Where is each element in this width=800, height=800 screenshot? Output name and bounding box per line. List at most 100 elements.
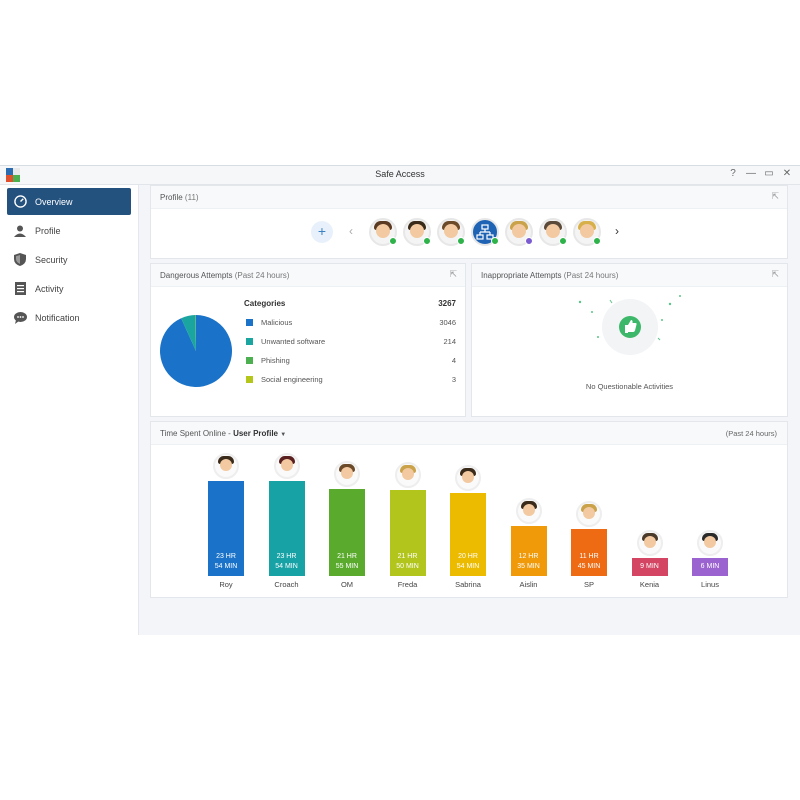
chevron-left-icon[interactable]: ‹ (349, 224, 353, 238)
bar-value-line: 9 MIN (640, 563, 659, 570)
bar-value-label: 11 HR 45 MIN (559, 552, 619, 572)
bar-value-line: 23 HR (216, 553, 236, 560)
expand-icon[interactable]: ⇱ (449, 269, 457, 279)
panel-header: Profile (11) ⇱ (151, 186, 787, 209)
time-bar-chart: 23 HR 54 MIN Roy 23 HR 54 MIN Croach 21 HR 55 M… (151, 422, 787, 597)
category-label: Social engineering (261, 375, 323, 384)
user-avatar[interactable] (576, 501, 602, 528)
sidebar-item-profile[interactable]: Profile (7, 217, 131, 244)
bar-value-line: 54 MIN (456, 563, 480, 570)
chart-bar[interactable] (692, 558, 728, 576)
help-button[interactable]: ? (730, 168, 736, 179)
user-avatar[interactable] (273, 453, 300, 480)
dangerous-period: (Past 24 hours) (234, 271, 290, 280)
user-avatar[interactable] (213, 453, 239, 480)
panel-title: Time Spent Online - User Profile ▼ (160, 429, 286, 438)
bar-value-line: 54 MIN (214, 563, 238, 570)
panel-title: Inappropriate Attempts (Past 24 hours) (481, 271, 618, 280)
profile-count: (11) (184, 193, 199, 202)
profile-avatar[interactable] (471, 218, 499, 246)
bar-value-label: 2 HR 9 MIN (620, 552, 680, 572)
bar-category-label: Aislin (519, 580, 538, 589)
person-icon (13, 224, 27, 238)
chat-icon (13, 311, 27, 325)
bar-value-label: 21 HR 55 MIN (317, 552, 377, 572)
avatar-row: + ‹ › (151, 208, 787, 258)
profile-avatar[interactable] (539, 218, 567, 246)
sidebar-item-label: Activity (35, 283, 64, 294)
online-status-icon (389, 237, 397, 245)
title-bar: Safe Access ? — ▭ ✕ (0, 166, 800, 185)
chart-bar[interactable] (389, 489, 426, 576)
chevron-down-icon[interactable]: ▼ (280, 432, 287, 438)
category-label: Malicious (261, 318, 293, 327)
sidebar-item-label: Notification (35, 312, 80, 323)
categories-label: Categories (244, 299, 286, 308)
expand-icon[interactable]: ⇱ (771, 191, 779, 201)
panel-header: Inappropriate Attempts (Past 24 hours) ⇱ (472, 264, 787, 287)
chart-bar[interactable] (208, 481, 244, 576)
category-value: 3 (451, 375, 456, 384)
sidebar-item-activity[interactable]: Activity (7, 275, 131, 302)
profile-avatar[interactable] (437, 218, 465, 246)
bar-value-label: 12 HR 35 MIN (499, 552, 559, 572)
bar-category-label: OM (340, 580, 354, 589)
expand-icon[interactable]: ⇱ (771, 269, 779, 279)
chart-bar[interactable] (450, 493, 486, 576)
sidebar-item-notification[interactable]: Notification (7, 304, 131, 331)
online-status-icon (457, 237, 465, 245)
profile-panel: Profile (11) ⇱ + ‹ › (150, 185, 788, 259)
chart-bar[interactable] (268, 481, 305, 576)
minimize-button[interactable]: — (746, 168, 756, 179)
bar-category-label: Sabrina (455, 580, 481, 589)
bar-value-line: 45 MIN (577, 563, 601, 570)
user-avatar[interactable] (334, 461, 360, 488)
pie-slice (181, 315, 196, 351)
legend-swatch (246, 376, 253, 383)
bar-value-line: 2 HR (641, 553, 658, 560)
chevron-right-icon[interactable]: › (615, 224, 619, 238)
user-avatar[interactable] (455, 465, 481, 492)
category-label: Unwanted software (261, 337, 326, 346)
panel-title: Profile (11) (160, 193, 199, 202)
sidebar-item-security[interactable]: Security (7, 246, 131, 273)
category-value: 214 (443, 337, 456, 346)
sidebar-item-label: Security (35, 254, 68, 265)
time-title: Time Spent Online - (160, 429, 231, 438)
inappropriate-attempts-panel: Inappropriate Attempts (Past 24 hours) ⇱… (471, 263, 788, 417)
profile-avatar[interactable] (505, 218, 533, 246)
bar-value-label: 23 HR 54 MIN (257, 552, 317, 572)
chart-bar[interactable] (631, 558, 668, 576)
profile-avatar[interactable] (403, 218, 431, 246)
user-profile-selector[interactable]: User Profile (233, 429, 278, 438)
category-label: Phishing (261, 356, 290, 365)
chart-bar[interactable] (571, 529, 607, 576)
user-avatar[interactable] (394, 461, 421, 488)
dangerous-attempts-panel: Dangerous Attempts (Past 24 hours) ⇱ Cat… (150, 263, 466, 417)
profile-avatar[interactable] (369, 218, 397, 246)
sidebar-item-overview[interactable]: Overview (7, 188, 131, 215)
bar-value-label: 6 MIN (680, 562, 740, 572)
close-button[interactable]: ✕ (782, 168, 792, 179)
bar-category-label: Croach (274, 580, 299, 589)
chart-bar[interactable] (510, 526, 547, 576)
time-period: (Past 24 hours) (725, 429, 777, 438)
bar-value-line: 20 HR (458, 553, 478, 560)
user-avatar[interactable] (515, 498, 542, 525)
bar-category-label: Linus (701, 580, 719, 589)
bar-value-line: 50 MIN (396, 563, 419, 570)
sidebar-item-label: Overview (35, 196, 73, 207)
categories-total: 3267 (438, 299, 456, 308)
maximize-button[interactable]: ▭ (764, 168, 774, 179)
user-avatar[interactable] (697, 530, 723, 556)
user-avatar[interactable] (636, 530, 663, 556)
profile-avatar[interactable] (573, 218, 601, 246)
add-profile-button[interactable]: + (311, 221, 333, 243)
bar-category-label: Freda (397, 580, 418, 589)
category-row: Malicious 3046 (246, 317, 456, 329)
legend-swatch (246, 319, 253, 326)
chart-bar[interactable] (329, 489, 365, 576)
legend-swatch (246, 357, 253, 364)
category-row: Unwanted software 214 (246, 336, 456, 348)
settings-badge-icon (525, 237, 533, 245)
